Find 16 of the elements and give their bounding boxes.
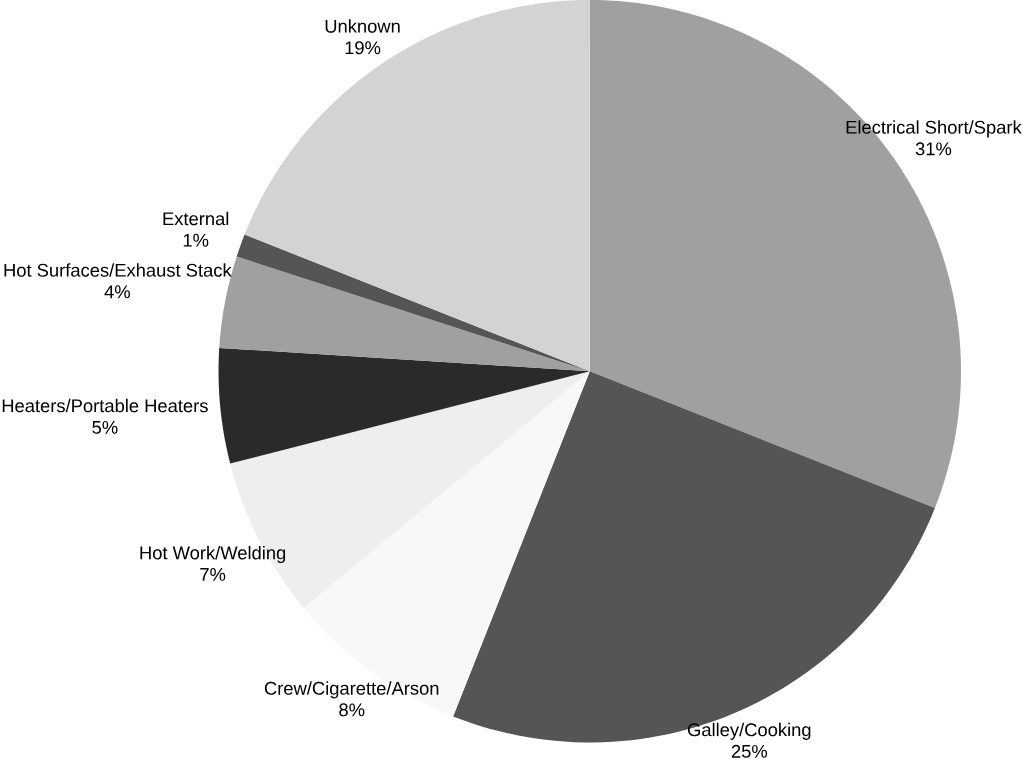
slice-label: Electrical Short/Spark bbox=[846, 120, 1022, 138]
slice-label: Heaters/Portable Heaters bbox=[2, 398, 208, 413]
slice-label: External bbox=[163, 211, 229, 226]
slice-label: Crew/Cigarette/Arson bbox=[264, 681, 439, 699]
data-label: 7% bbox=[200, 567, 226, 581]
slice-label: Unknown bbox=[325, 19, 400, 33]
data-label: 8% bbox=[339, 703, 365, 717]
data-label: 19% bbox=[345, 41, 381, 55]
data-label: 31% bbox=[915, 142, 952, 156]
slice-label: Hot Work/Welding bbox=[140, 545, 286, 563]
data-label: 4% bbox=[104, 285, 130, 299]
data-label: 25% bbox=[731, 744, 768, 758]
slice-label: Hot Surfaces/Exhaust Stack bbox=[4, 263, 232, 277]
slice-label: Galley/Cooking bbox=[687, 722, 811, 740]
data-label: 1% bbox=[183, 233, 209, 247]
data-label: 5% bbox=[92, 420, 118, 434]
